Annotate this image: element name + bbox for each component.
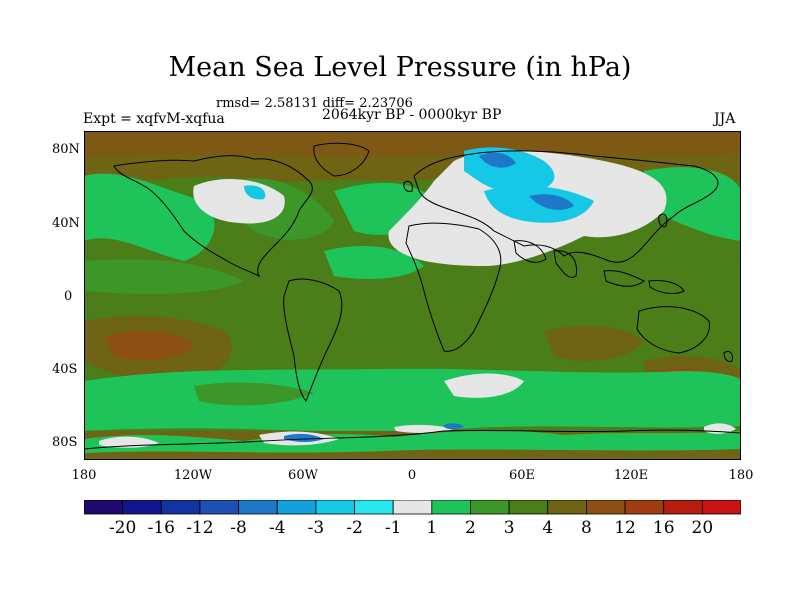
colorbar-box <box>624 500 665 515</box>
colorbar-box <box>431 500 471 515</box>
colorbar-label: -16 <box>147 518 175 538</box>
colorbar-box <box>315 500 355 515</box>
eurasia-blue-core <box>479 152 516 168</box>
colorbar-box <box>160 500 201 515</box>
coastlines <box>84 142 741 450</box>
lon-label-0: 0 <box>407 468 417 483</box>
antarctic-green <box>84 430 741 453</box>
lat-label-40s: 40S <box>52 362 78 377</box>
map-title: Mean Sea Level Pressure (in hPa) <box>168 52 632 83</box>
colorbar-box <box>392 500 433 515</box>
colorbar-box <box>586 500 626 515</box>
colorbar-label: 2 <box>465 518 476 538</box>
colorbar-label: -1 <box>384 518 402 538</box>
lon-label-120w: 120W <box>173 468 213 483</box>
lon-label-180e: 180 <box>728 468 754 483</box>
colorbar-label: -4 <box>268 518 286 538</box>
namerica-cyan <box>244 185 266 200</box>
colorbar-box <box>701 500 741 515</box>
period-label: 2064kyr BP - 0000kyr BP <box>322 107 502 123</box>
southern-ocean-green <box>84 368 741 433</box>
colorbar-box <box>354 500 394 515</box>
lat-label-40n: 40N <box>52 216 80 231</box>
npacific-green <box>84 173 215 261</box>
colorbar-box <box>122 500 162 515</box>
stats-text: rmsd= 2.58131 diff= 2.23706 <box>216 96 413 111</box>
experiment-label: Expt = xqfvM-xqfua <box>83 111 225 127</box>
tropical-pacific-mid <box>84 259 244 294</box>
colorbar-label: 1 <box>426 518 438 538</box>
lon-label-180w: 180 <box>71 468 97 483</box>
colorbar-box <box>547 500 587 515</box>
colorbar-label: 20 <box>691 518 714 538</box>
antarctic-anomaly-atlantic <box>394 424 454 434</box>
colorbar-box <box>84 500 124 515</box>
eurasia-blue-core-2 <box>529 194 574 210</box>
spacific-mid <box>194 382 314 406</box>
antarctic-blue-spot <box>444 423 464 430</box>
lon-label-120e: 120E <box>613 468 649 483</box>
lat-label-80n: 80N <box>52 142 80 157</box>
colorbar-label: -2 <box>346 518 363 538</box>
colorbar-label: -8 <box>230 518 247 538</box>
colorbar-label: 16 <box>652 518 675 538</box>
lat-label-0: 0 <box>64 289 73 304</box>
southern-indian-anomaly <box>444 373 524 398</box>
colorbar-box <box>238 500 278 515</box>
colorbar-box <box>663 500 703 515</box>
colorbar-label: -3 <box>307 518 325 538</box>
colorbar-box <box>199 500 239 515</box>
map-frame <box>84 131 741 460</box>
spacific-dark-brown <box>104 330 194 360</box>
lon-label-60w: 60W <box>288 468 318 483</box>
colorbar-label: 12 <box>614 518 636 538</box>
lat-label-80s: 80S <box>52 435 78 450</box>
colorbar-box <box>508 500 549 515</box>
colorbar-label: 8 <box>580 518 592 538</box>
sindian-brown <box>544 325 644 361</box>
colorbar-label: -20 <box>108 518 137 538</box>
pressure-map <box>84 131 741 460</box>
colorbar-label: 3 <box>503 518 515 538</box>
colorbar-label: -12 <box>186 518 214 538</box>
colorbar-box <box>470 500 510 515</box>
season-label: JJA <box>714 111 736 127</box>
colorbar-box <box>276 500 317 515</box>
colorbar <box>84 500 741 515</box>
lon-label-60e: 60E <box>508 468 536 483</box>
arctic-brown <box>84 131 741 157</box>
tropical-atlantic-green <box>324 246 424 279</box>
colorbar-label: 4 <box>542 518 554 538</box>
